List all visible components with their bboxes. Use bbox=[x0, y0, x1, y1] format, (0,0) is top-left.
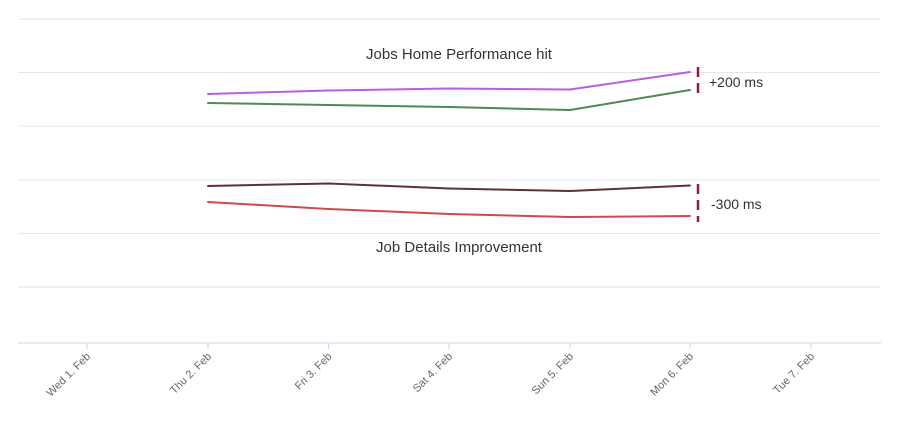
series-maroon-line bbox=[207, 182, 691, 192]
x-axis-label: Fri 3. Feb bbox=[293, 351, 335, 393]
x-axis-label: Thu 2. Feb bbox=[168, 351, 214, 397]
x-axis-label: Tue 7. Feb bbox=[771, 351, 817, 397]
x-axis-label: Sat 4. Feb bbox=[411, 351, 455, 395]
series-green-line bbox=[207, 89, 691, 111]
series-purple-line bbox=[207, 71, 691, 95]
x-axis-label: Mon 6. Feb bbox=[648, 351, 696, 399]
series-red-line bbox=[207, 201, 691, 218]
x-axis-label: Wed 1. Feb bbox=[45, 351, 94, 400]
x-axis-label: Sun 5. Feb bbox=[530, 351, 577, 398]
